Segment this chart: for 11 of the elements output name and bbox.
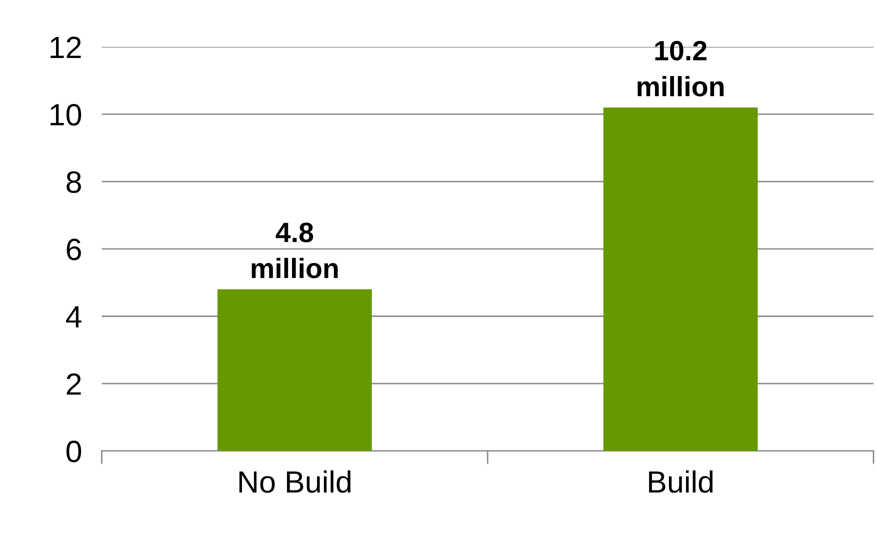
y-tick-label: 12 [50,36,81,58]
y-tick-label: 0 [66,440,82,462]
annotation: 10.2 million [638,40,724,96]
annotation: 4.8 million [252,222,338,278]
x-tick-label: Build [649,470,713,493]
y-tick-label: 10 [50,104,82,126]
y-tick-label: 2 [66,373,81,395]
y-tick-label: 6 [66,238,81,260]
x-tick-label: No Build [239,470,350,493]
y-tick-label: 8 [66,171,81,193]
y-tick-label: 4 [66,306,82,328]
